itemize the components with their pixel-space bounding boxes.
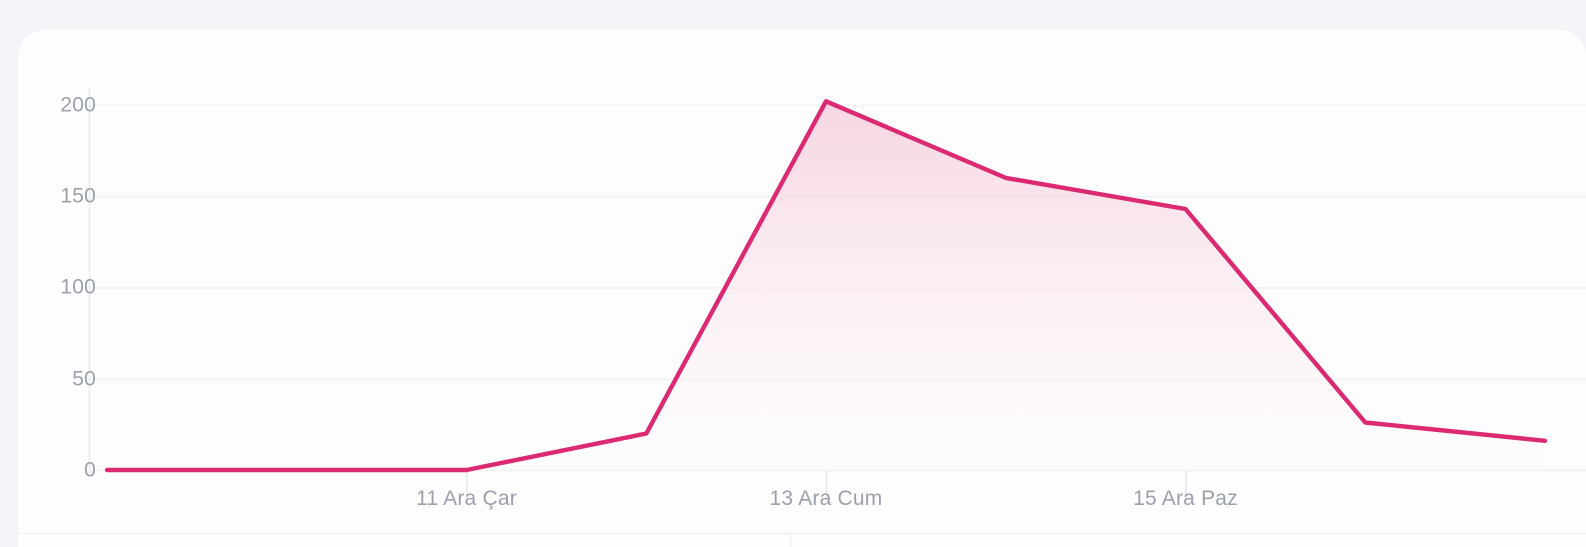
series-line-path[interactable] [104,99,1548,473]
y-tick-label-200: 200 [60,93,96,117]
chart-card: 200 150 100 50 0 11 Ara Çar 13 Ara Cum 1… [18,30,1586,547]
y-tick-label-0: 0 [84,458,96,482]
footer-cell-left [18,534,790,547]
x-tick-label-11-ara-car: 11 Ara Çar [416,487,517,510]
area-chart[interactable]: 200 150 100 50 0 11 Ara Çar 13 Ara Cum 1… [18,30,1586,533]
y-tick-label-100: 100 [60,275,96,299]
area-fill-path [107,101,1545,471]
x-tick-label-15-ara-paz: 15 Ara Paz [1133,487,1238,510]
y-tick-label-50: 50 [72,367,96,391]
x-axis-labels: 11 Ara Çar 13 Ara Cum 15 Ara Paz [18,30,1586,547]
card-footer [18,533,1586,547]
footer-cell-right [790,534,1586,547]
x-axis-tickmarks [466,470,1187,500]
y-axis-labels: 200 150 100 50 0 [28,30,96,533]
y-tick-label-150: 150 [60,184,96,208]
chart-plot-svg [88,88,1586,500]
x-tick-label-13-ara-cum: 13 Ara Cum [769,487,883,510]
